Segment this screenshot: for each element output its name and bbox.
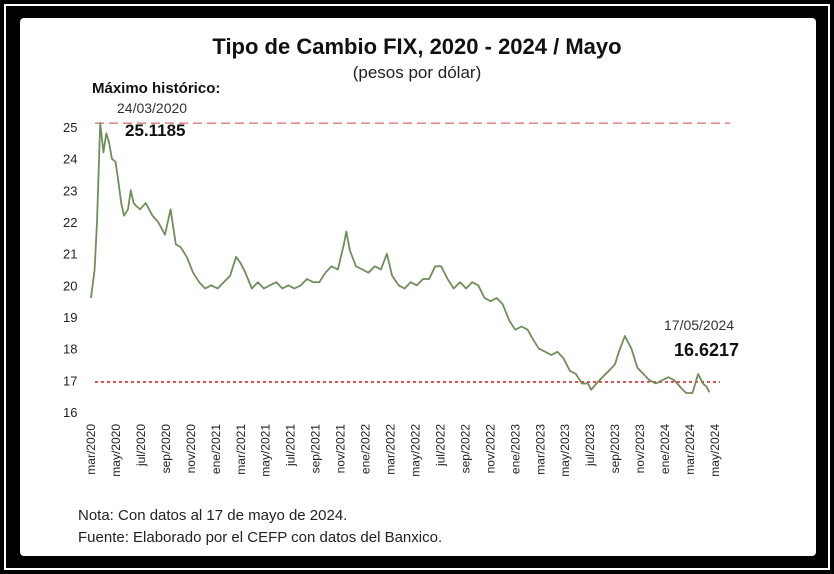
x-tick-label: ene/2023 [508, 424, 522, 474]
x-tick-label: mar/2020 [84, 424, 98, 475]
y-tick-label: 18 [63, 342, 77, 357]
x-tick-label: jul/2023 [583, 424, 597, 467]
x-tick-label: mar/2024 [683, 424, 697, 475]
y-tick-label: 24 [63, 152, 77, 167]
x-tick-label: nov/2023 [633, 424, 647, 474]
x-tick-label: may/2020 [109, 424, 123, 477]
y-tick-label: 16 [63, 405, 77, 420]
x-tick-label: sep/2023 [608, 424, 622, 474]
x-tick-label: mar/2023 [533, 424, 547, 475]
x-tick-label: jul/2021 [284, 424, 298, 467]
max-date: 24/03/2020 [117, 100, 188, 116]
y-tick-label: 25 [63, 120, 77, 135]
x-tick-label: ene/2021 [209, 424, 223, 474]
y-tick-label: 17 [63, 373, 77, 388]
x-tick-label: may/2023 [558, 424, 572, 477]
x-tick-label: mar/2022 [384, 424, 398, 475]
last-value: 16.6217 [674, 340, 740, 360]
max-label: Máximo histórico: [92, 80, 221, 97]
chart-subtitle: (pesos por dólar) [352, 63, 482, 82]
y-tick-label: 23 [63, 183, 77, 198]
x-tick-label: jul/2022 [433, 424, 447, 467]
x-tick-label: ene/2022 [359, 424, 373, 474]
chart-title: Tipo de Cambio FIX, 2020 - 2024 / Mayo [212, 34, 622, 59]
x-tick-label: ene/2024 [658, 424, 672, 474]
x-tick-label: nov/2020 [184, 424, 198, 474]
source-line: Fuente: Elaborado por el CEFP con datos … [78, 529, 443, 546]
x-tick-label: sep/2021 [309, 424, 323, 474]
y-tick-label: 20 [63, 278, 77, 293]
x-tick-label: mar/2021 [234, 424, 248, 475]
chart-card [20, 18, 816, 556]
y-tick-label: 22 [63, 215, 77, 230]
x-tick-label: may/2022 [408, 424, 422, 477]
x-tick-label: nov/2021 [334, 424, 348, 474]
y-tick-label: 19 [63, 310, 77, 325]
y-tick-label: 21 [63, 247, 77, 262]
outer-frame [4, 4, 830, 570]
note-line: Nota: Con datos al 17 de mayo de 2024. [78, 507, 348, 524]
x-tick-label: may/2024 [708, 424, 722, 477]
series-line [90, 122, 711, 394]
x-tick-label: sep/2020 [159, 424, 173, 474]
x-tick-label: sep/2022 [458, 424, 472, 474]
last-date: 17/05/2024 [664, 317, 735, 333]
x-tick-label: nov/2022 [483, 424, 497, 474]
x-tick-label: may/2021 [259, 424, 273, 477]
max-value: 25.1185 [125, 121, 186, 140]
x-tick-label: jul/2020 [134, 424, 148, 467]
